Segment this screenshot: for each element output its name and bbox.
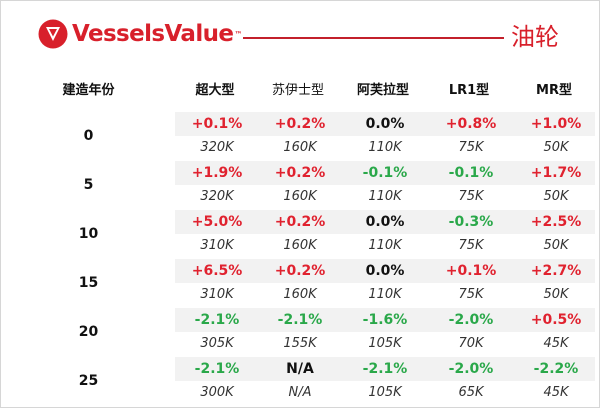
- header-col-lr1: LR1型: [448, 83, 490, 98]
- value-change-cell: -2.2%: [533, 361, 579, 377]
- vessel-price-cell: 320K: [200, 140, 234, 155]
- vessel-price-cell: 155K: [283, 336, 317, 351]
- vessel-price-cell: 75K: [458, 140, 484, 155]
- vessel-price-cell: 65K: [458, 385, 484, 400]
- value-change-cell: -2.1%: [362, 361, 408, 377]
- value-change-cell: +2.7%: [530, 263, 582, 279]
- value-change-cell: +1.9%: [191, 165, 243, 181]
- value-change-cell: -0.3%: [448, 214, 494, 230]
- vessel-price-cell: 75K: [458, 287, 484, 302]
- vessel-price-cell: 45K: [543, 336, 569, 351]
- row-age-label: 25: [78, 373, 99, 389]
- vessel-price-cell: 110K: [368, 140, 402, 155]
- vessel-price-cell: 50K: [543, 238, 569, 253]
- value-change-cell: -2.0%: [448, 312, 494, 328]
- vessel-price-cell: 50K: [543, 140, 569, 155]
- header-col-vlcc: 超大型: [195, 83, 235, 98]
- header-col-suezmax: 苏伊士型: [271, 83, 324, 98]
- vessel-price-cell: 105K: [368, 336, 402, 351]
- value-change-cell: +0.1%: [191, 116, 243, 132]
- row-age-label: 10: [78, 226, 99, 242]
- value-change-cell: +0.8%: [445, 116, 497, 132]
- vessel-price-cell: 310K: [200, 238, 234, 253]
- vessel-price-cell: 160K: [283, 140, 317, 155]
- vessel-price-cell: 70K: [458, 336, 484, 351]
- row-change-band: [175, 308, 595, 332]
- vessel-price-cell: 310K: [200, 287, 234, 302]
- value-change-cell: +2.5%: [530, 214, 582, 230]
- vessel-price-cell: 320K: [200, 189, 234, 204]
- vessel-price-cell: 160K: [283, 189, 317, 204]
- vessel-price-cell: 105K: [368, 385, 402, 400]
- vessel-price-cell: 45K: [543, 385, 569, 400]
- header-col-aframax: 阿芙拉型: [356, 83, 409, 98]
- value-change-cell: +5.0%: [191, 214, 243, 230]
- value-change-cell: +0.2%: [274, 214, 326, 230]
- value-change-cell: -2.0%: [448, 361, 494, 377]
- vessel-price-cell: 75K: [458, 238, 484, 253]
- row-age-label: 20: [78, 324, 99, 340]
- vessel-price-cell: 50K: [543, 189, 569, 204]
- row-age-label: 15: [78, 275, 99, 291]
- row-age-label: 5: [83, 177, 94, 193]
- value-change-cell: 0.0%: [365, 214, 405, 230]
- trademark: ™: [234, 29, 243, 39]
- row-change-band: [175, 112, 595, 136]
- vessel-price-cell: 75K: [458, 189, 484, 204]
- header-age: 建造年份: [62, 83, 115, 98]
- value-change-cell: -0.1%: [362, 165, 408, 181]
- row-change-band: [175, 210, 595, 234]
- title-divider: [243, 37, 504, 39]
- vessel-price-cell: 300K: [200, 385, 234, 400]
- row-age-label: 0: [83, 128, 94, 144]
- value-change-cell: -0.1%: [448, 165, 494, 181]
- value-change-cell: 0.0%: [365, 116, 405, 132]
- row-change-band: [175, 161, 595, 185]
- value-change-cell: +6.5%: [191, 263, 243, 279]
- value-change-cell: -2.1%: [194, 312, 240, 328]
- vessel-price-cell: N/A: [288, 385, 312, 400]
- vessel-price-cell: 160K: [283, 238, 317, 253]
- value-change-cell: +1.7%: [530, 165, 582, 181]
- header-col-mr: MR型: [536, 83, 572, 98]
- vessel-price-cell: 305K: [200, 336, 234, 351]
- value-change-cell: +0.2%: [274, 165, 326, 181]
- value-change-cell: +0.2%: [274, 263, 326, 279]
- vesselsvalue-logo-icon: [38, 19, 68, 49]
- vessel-price-cell: 110K: [368, 189, 402, 204]
- value-change-cell: -1.6%: [362, 312, 408, 328]
- value-change-cell: -2.1%: [277, 312, 323, 328]
- value-change-cell: +0.5%: [530, 312, 582, 328]
- value-change-cell: +0.1%: [445, 263, 497, 279]
- vessel-price-cell: 50K: [543, 287, 569, 302]
- brand-logo: VesselsValue ™: [38, 19, 242, 49]
- brand-name: VesselsValue: [72, 21, 234, 47]
- value-change-cell: -2.1%: [194, 361, 240, 377]
- value-change-cell: +1.0%: [530, 116, 582, 132]
- row-change-band: [175, 357, 595, 381]
- vessel-price-cell: 110K: [368, 287, 402, 302]
- page-title: 油轮: [511, 23, 559, 51]
- vessel-price-cell: 160K: [283, 287, 317, 302]
- vessel-price-cell: 110K: [368, 238, 402, 253]
- row-change-band: [175, 259, 595, 283]
- value-change-cell: N/A: [286, 361, 314, 377]
- value-change-cell: 0.0%: [365, 263, 405, 279]
- value-change-cell: +0.2%: [274, 116, 326, 132]
